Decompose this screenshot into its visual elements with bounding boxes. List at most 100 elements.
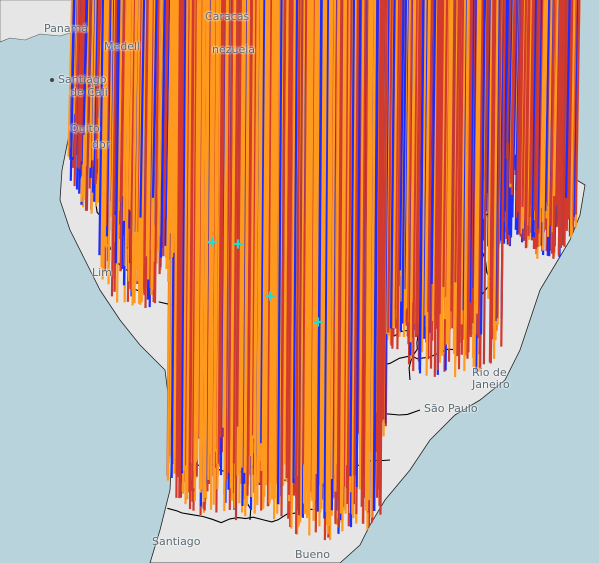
fire-marker bbox=[232, 0, 239, 464]
fire-marker bbox=[374, 0, 381, 409]
fire-marker bbox=[454, 0, 460, 283]
fire-marker bbox=[494, 0, 501, 322]
fire-marker bbox=[405, 0, 411, 309]
fire-marker bbox=[534, 0, 541, 221]
fire-marker bbox=[456, 0, 463, 357]
fire-marker bbox=[396, 0, 403, 350]
fire-marker bbox=[84, 0, 91, 167]
fire-marker bbox=[377, 0, 383, 490]
fire-marker bbox=[538, 0, 545, 207]
fire-marker bbox=[252, 0, 259, 439]
fire-marker bbox=[409, 0, 416, 343]
fire-marker bbox=[209, 0, 216, 510]
fire-marker bbox=[111, 0, 118, 278]
fire-marker bbox=[509, 0, 516, 184]
fire-marker bbox=[170, 0, 177, 234]
fire-marker bbox=[367, 0, 374, 501]
fire-marker bbox=[283, 0, 289, 465]
fire-marker bbox=[145, 0, 152, 257]
fire-marker bbox=[418, 0, 425, 370]
fire-marker bbox=[153, 0, 160, 304]
fire-marker bbox=[389, 0, 396, 329]
fire-marker bbox=[360, 0, 367, 507]
fire-marker bbox=[378, 0, 385, 506]
fire-marker bbox=[468, 0, 475, 303]
fire-marker bbox=[414, 0, 421, 338]
fire-marker bbox=[450, 0, 457, 284]
fire-marker bbox=[285, 0, 292, 479]
fire-marker bbox=[358, 0, 365, 490]
fire-marker bbox=[178, 0, 184, 499]
fire-marker bbox=[256, 0, 262, 506]
fire-marker bbox=[315, 0, 321, 475]
fire-marker bbox=[186, 0, 192, 499]
fire-marker bbox=[479, 0, 486, 335]
fire-marker bbox=[207, 237, 217, 247]
fire-marker bbox=[287, 0, 294, 495]
fire-marker bbox=[500, 0, 506, 347]
city-dot-santiago bbox=[50, 78, 54, 82]
fire-marker bbox=[564, 0, 571, 198]
fire-marker bbox=[430, 0, 437, 285]
fire-marker bbox=[323, 0, 330, 519]
fire-marker bbox=[324, 0, 331, 509]
fire-marker bbox=[313, 317, 323, 327]
fire-marker bbox=[442, 0, 449, 288]
fire-marker bbox=[552, 0, 559, 197]
fire-marker bbox=[299, 0, 306, 474]
fire-marker bbox=[536, 0, 543, 229]
fire-marker bbox=[125, 0, 132, 248]
fire-marker bbox=[334, 0, 341, 492]
fire-marker bbox=[250, 0, 257, 436]
fire-marker bbox=[163, 0, 170, 218]
fire-marker bbox=[182, 0, 189, 471]
fire-marker bbox=[407, 0, 414, 365]
fire-marker bbox=[219, 0, 226, 438]
fire-marker bbox=[171, 0, 178, 253]
fire-marker bbox=[262, 0, 268, 470]
fire-marker bbox=[555, 0, 562, 206]
fire-marker bbox=[528, 0, 535, 217]
fire-marker bbox=[344, 0, 351, 466]
fire-marker bbox=[541, 0, 548, 251]
fire-marker bbox=[131, 0, 138, 306]
fire-marker bbox=[118, 0, 124, 211]
fire-marker bbox=[166, 0, 173, 238]
fire-marker bbox=[433, 0, 440, 377]
fire-marker bbox=[168, 0, 175, 234]
fire-marker bbox=[311, 0, 317, 502]
fire-marker bbox=[276, 0, 283, 505]
fire-marker bbox=[559, 0, 566, 249]
fire-marker bbox=[128, 0, 135, 210]
fire-marker bbox=[438, 0, 445, 315]
fire-marker bbox=[475, 0, 482, 314]
fire-marker bbox=[519, 0, 526, 234]
fire-marker bbox=[95, 0, 102, 113]
fire-marker bbox=[382, 0, 388, 420]
fire-marker bbox=[69, 0, 76, 181]
fire-marker bbox=[375, 0, 382, 498]
fire-marker bbox=[155, 0, 162, 264]
fire-marker bbox=[82, 0, 89, 135]
fire-marker bbox=[505, 0, 512, 160]
fire-marker bbox=[533, 0, 540, 211]
fire-marker bbox=[330, 0, 337, 480]
fire-marker bbox=[372, 0, 379, 511]
fire-marker bbox=[507, 0, 514, 143]
fire-marker bbox=[229, 0, 236, 489]
fire-marker bbox=[392, 0, 399, 329]
fire-marker bbox=[236, 0, 242, 427]
fire-marker bbox=[431, 0, 438, 321]
fire-marker bbox=[188, 0, 195, 510]
fire-marker bbox=[302, 0, 308, 465]
fire-marker bbox=[412, 0, 418, 372]
fire-marker bbox=[294, 0, 301, 535]
fire-marker bbox=[355, 0, 362, 488]
fire-marker bbox=[265, 291, 275, 301]
fire-marker bbox=[193, 0, 200, 471]
fire-marker bbox=[398, 0, 405, 271]
fire-marker bbox=[290, 0, 297, 527]
fire-marker bbox=[443, 0, 450, 320]
